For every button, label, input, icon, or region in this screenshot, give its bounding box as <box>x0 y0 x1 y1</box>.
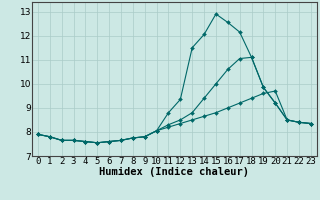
X-axis label: Humidex (Indice chaleur): Humidex (Indice chaleur) <box>100 167 249 177</box>
